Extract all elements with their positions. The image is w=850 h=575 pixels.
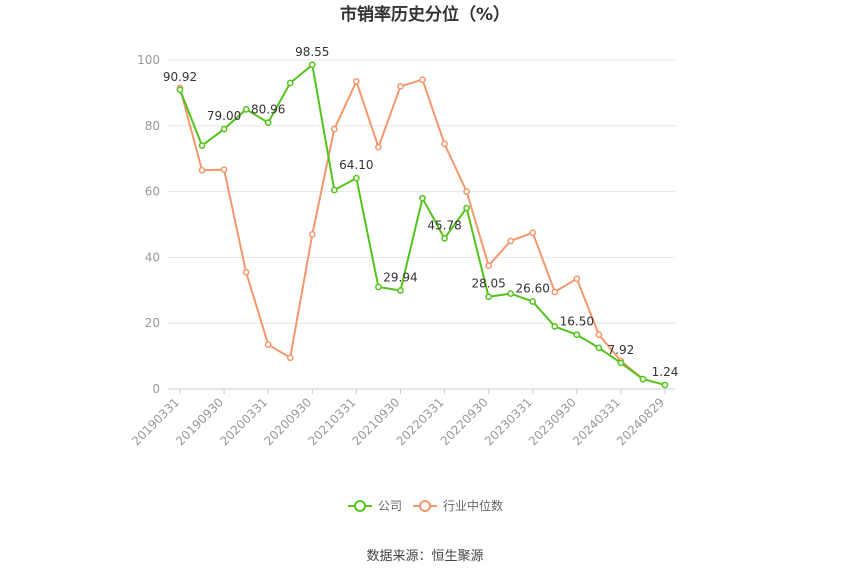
data-point bbox=[551, 323, 559, 330]
data-label: 16.50 bbox=[560, 315, 594, 329]
data-point bbox=[419, 76, 426, 84]
data-label: 45.78 bbox=[427, 218, 461, 232]
data-point bbox=[308, 61, 316, 69]
legend[interactable]: 公司 行业中位数 bbox=[348, 498, 503, 513]
data-point bbox=[264, 341, 272, 348]
data-point bbox=[595, 344, 603, 352]
source-note: 数据来源：恒生聚源 bbox=[366, 549, 483, 564]
data-point bbox=[441, 140, 448, 148]
y-tick-label: 80 bbox=[145, 119, 160, 133]
data-point bbox=[353, 78, 360, 85]
data-point bbox=[573, 331, 581, 339]
y-tick-label: 0 bbox=[152, 382, 160, 396]
data-point bbox=[463, 188, 470, 195]
data-label: 26.60 bbox=[516, 281, 550, 295]
data-point bbox=[198, 166, 206, 174]
data-point bbox=[286, 79, 294, 87]
legend-label: 行业中位数 bbox=[443, 498, 503, 513]
data-point bbox=[617, 359, 625, 367]
data-point bbox=[595, 331, 603, 339]
data-point bbox=[507, 237, 515, 245]
legend-label: 公司 bbox=[378, 499, 402, 513]
data-point bbox=[176, 86, 184, 94]
data-label: 7.92 bbox=[608, 343, 635, 357]
data-label: 80.96 bbox=[251, 103, 285, 117]
y-tick-label: 60 bbox=[145, 185, 160, 199]
data-point bbox=[419, 194, 426, 202]
data-point bbox=[529, 229, 537, 237]
data-label: 29.94 bbox=[383, 270, 417, 284]
data-label: 64.10 bbox=[339, 158, 373, 172]
x-tick-label: 20240829 bbox=[614, 395, 667, 448]
data-point bbox=[441, 235, 448, 242]
series-layer bbox=[176, 61, 669, 389]
x-axis: 2019033120190930202003312020093020210331… bbox=[129, 389, 667, 448]
data-point bbox=[507, 290, 515, 297]
data-label: 90.92 bbox=[163, 70, 197, 84]
data-point bbox=[485, 293, 492, 301]
data-labels: 90.92 79.00 80.96 98.55 64.10 29.94 45.78 28.05… bbox=[163, 45, 679, 379]
data-point bbox=[330, 186, 338, 194]
data-label: 1.24 bbox=[652, 365, 679, 379]
data-point bbox=[286, 354, 294, 362]
legend-marker bbox=[419, 500, 431, 512]
data-label: 28.05 bbox=[471, 277, 505, 291]
data-point bbox=[220, 125, 228, 133]
series-line-industry-median bbox=[179, 78, 644, 380]
chart-title: 市销率历史分位（%） bbox=[340, 4, 510, 25]
data-point bbox=[308, 231, 316, 238]
data-point bbox=[463, 204, 470, 212]
data-point bbox=[375, 283, 382, 291]
data-point bbox=[529, 298, 537, 305]
data-point bbox=[661, 381, 669, 389]
data-point bbox=[330, 125, 338, 133]
data-point bbox=[353, 174, 360, 182]
y-tick-label: 40 bbox=[145, 250, 160, 264]
data-point bbox=[242, 268, 250, 276]
data-point bbox=[639, 375, 647, 383]
data-point bbox=[573, 275, 581, 283]
data-point bbox=[397, 82, 404, 90]
y-tick-label: 100 bbox=[137, 53, 160, 67]
data-point bbox=[198, 142, 206, 149]
legend-marker bbox=[354, 500, 366, 512]
data-label: 98.55 bbox=[295, 45, 329, 59]
data-point bbox=[485, 262, 492, 269]
data-point bbox=[242, 106, 250, 113]
data-point bbox=[397, 287, 404, 294]
y-tick-label: 20 bbox=[145, 316, 160, 330]
legend-item-industry-median[interactable]: 行业中位数 bbox=[413, 498, 503, 513]
grid bbox=[168, 59, 675, 390]
data-label: 79.00 bbox=[207, 109, 241, 123]
data-point bbox=[551, 288, 559, 296]
y-axis: 0 20 40 60 80 100 bbox=[137, 53, 160, 396]
data-point bbox=[264, 119, 272, 126]
data-point bbox=[220, 166, 228, 173]
legend-item-company[interactable]: 公司 bbox=[348, 499, 402, 513]
data-point bbox=[375, 143, 382, 151]
